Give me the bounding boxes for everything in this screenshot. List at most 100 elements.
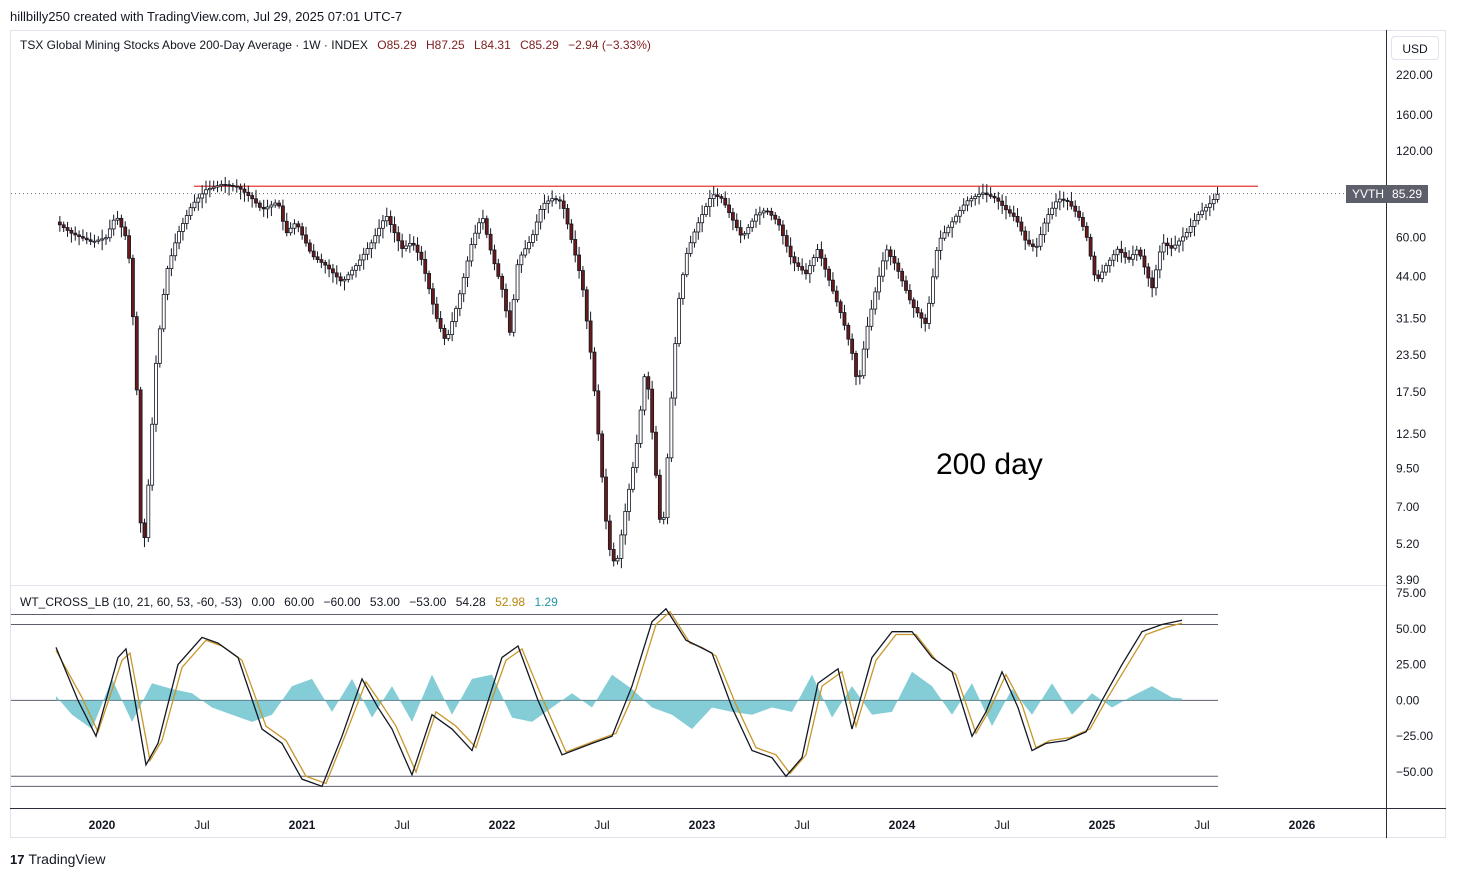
candle-body	[831, 279, 835, 292]
candle-body	[531, 234, 535, 243]
candle-body	[319, 259, 324, 263]
legend-close: C85.29	[520, 38, 559, 52]
candle-body	[415, 244, 420, 253]
indicator-axis-tick: 50.00	[1396, 622, 1426, 636]
candle-body	[857, 375, 862, 378]
candle-body	[138, 389, 143, 524]
candle-body	[431, 288, 435, 305]
candle-body	[469, 244, 474, 262]
candle-body	[57, 221, 62, 226]
time-axis-tick: Jul	[394, 818, 409, 832]
candle-body	[1092, 255, 1097, 276]
candle-body	[423, 258, 428, 274]
candle-body	[734, 219, 739, 229]
candle-body	[1050, 207, 1055, 215]
candle-body	[1138, 249, 1143, 257]
candle-body	[1192, 219, 1197, 227]
candle-body	[754, 214, 758, 222]
candle-body	[1196, 214, 1201, 221]
candle-body	[731, 212, 735, 221]
candle-body	[304, 234, 308, 244]
symbol-title[interactable]: TSX Global Mining Stocks Above 200-Day A…	[20, 38, 368, 52]
candle-body	[596, 390, 601, 435]
candle-body	[542, 202, 547, 210]
candle-body	[165, 268, 170, 295]
annotation-text[interactable]: 200 day	[936, 448, 1043, 481]
candle-body	[696, 222, 701, 233]
legend-change: −2.94 (−3.33%)	[568, 38, 651, 52]
candle-body	[788, 245, 793, 258]
candle-body	[484, 218, 489, 235]
candle-body	[192, 201, 197, 209]
candle-body	[896, 262, 901, 272]
candle-body	[523, 248, 528, 256]
price-axis-tick: 31.50	[1396, 311, 1426, 325]
candle-body	[273, 202, 278, 206]
candle-body	[1100, 271, 1105, 279]
candle-body	[265, 206, 270, 210]
symbol-legend[interactable]: TSX Global Mining Stocks Above 200-Day A…	[20, 38, 651, 52]
candle-body	[181, 223, 185, 232]
candle-body	[123, 226, 128, 237]
legend-open: O85.29	[377, 38, 417, 52]
time-axis-tick: 2023	[689, 818, 716, 832]
price-axis-tick: 220.00	[1396, 68, 1433, 82]
candle-body	[573, 239, 578, 256]
candle-body	[919, 312, 924, 319]
candle-body	[96, 239, 101, 242]
candle-body	[227, 184, 231, 187]
candle-body	[800, 266, 805, 271]
candle-body	[965, 200, 970, 206]
candle-body	[719, 196, 724, 199]
candle-body	[607, 520, 612, 550]
candle-body	[631, 467, 635, 490]
candle-body	[161, 294, 166, 330]
currency-button[interactable]: USD	[1391, 36, 1439, 60]
candle-body	[204, 189, 208, 195]
candle-body	[1042, 222, 1047, 236]
tradingview-logo[interactable]: 17 TradingView	[10, 851, 106, 867]
candle-body	[869, 308, 874, 327]
candle-body	[404, 245, 408, 249]
candle-body	[1115, 248, 1120, 256]
candle-body	[207, 188, 212, 191]
candle-body	[496, 263, 501, 277]
candle-body	[1188, 225, 1193, 233]
candle-body	[784, 235, 789, 247]
indicator-value: 53.00	[369, 595, 400, 609]
price-axis-separator	[1386, 30, 1387, 838]
candle-body	[77, 234, 81, 237]
candle-body	[677, 298, 681, 345]
candle-body	[215, 185, 220, 188]
candle-body	[969, 198, 974, 202]
candle-body	[750, 220, 755, 228]
candle-body	[604, 476, 608, 522]
candle-body	[1023, 230, 1028, 241]
indicator-legend[interactable]: WT_CROSS_LB (10, 21, 60, 53, -60, -53) 0…	[20, 595, 564, 609]
candle-body	[723, 197, 728, 206]
candle-body	[184, 215, 189, 224]
candle-body	[954, 215, 958, 223]
candle-body	[865, 325, 870, 350]
candle-body	[650, 388, 655, 433]
candle-body	[1119, 248, 1124, 254]
indicator-value: 54.28	[455, 595, 486, 609]
time-axis-tick: 2026	[1289, 818, 1316, 832]
indicator-value: 0.00	[251, 595, 275, 609]
candle-body	[92, 240, 97, 243]
candle-body	[1031, 243, 1035, 247]
logo-text: TradingView	[28, 851, 106, 867]
candle-body	[569, 223, 574, 240]
indicator-name[interactable]: WT_CROSS_LB (10, 21, 60, 53, -60, -53)	[20, 595, 243, 609]
candle-body	[384, 216, 389, 222]
candle-body	[927, 302, 931, 324]
candle-body	[1169, 245, 1174, 249]
candle-body	[377, 227, 381, 237]
pane-separator[interactable]	[10, 585, 1386, 586]
candle-body	[715, 194, 720, 197]
candle-body	[473, 232, 478, 245]
candle-body	[850, 338, 855, 354]
candle-body	[892, 256, 897, 264]
candle-body	[931, 276, 935, 304]
